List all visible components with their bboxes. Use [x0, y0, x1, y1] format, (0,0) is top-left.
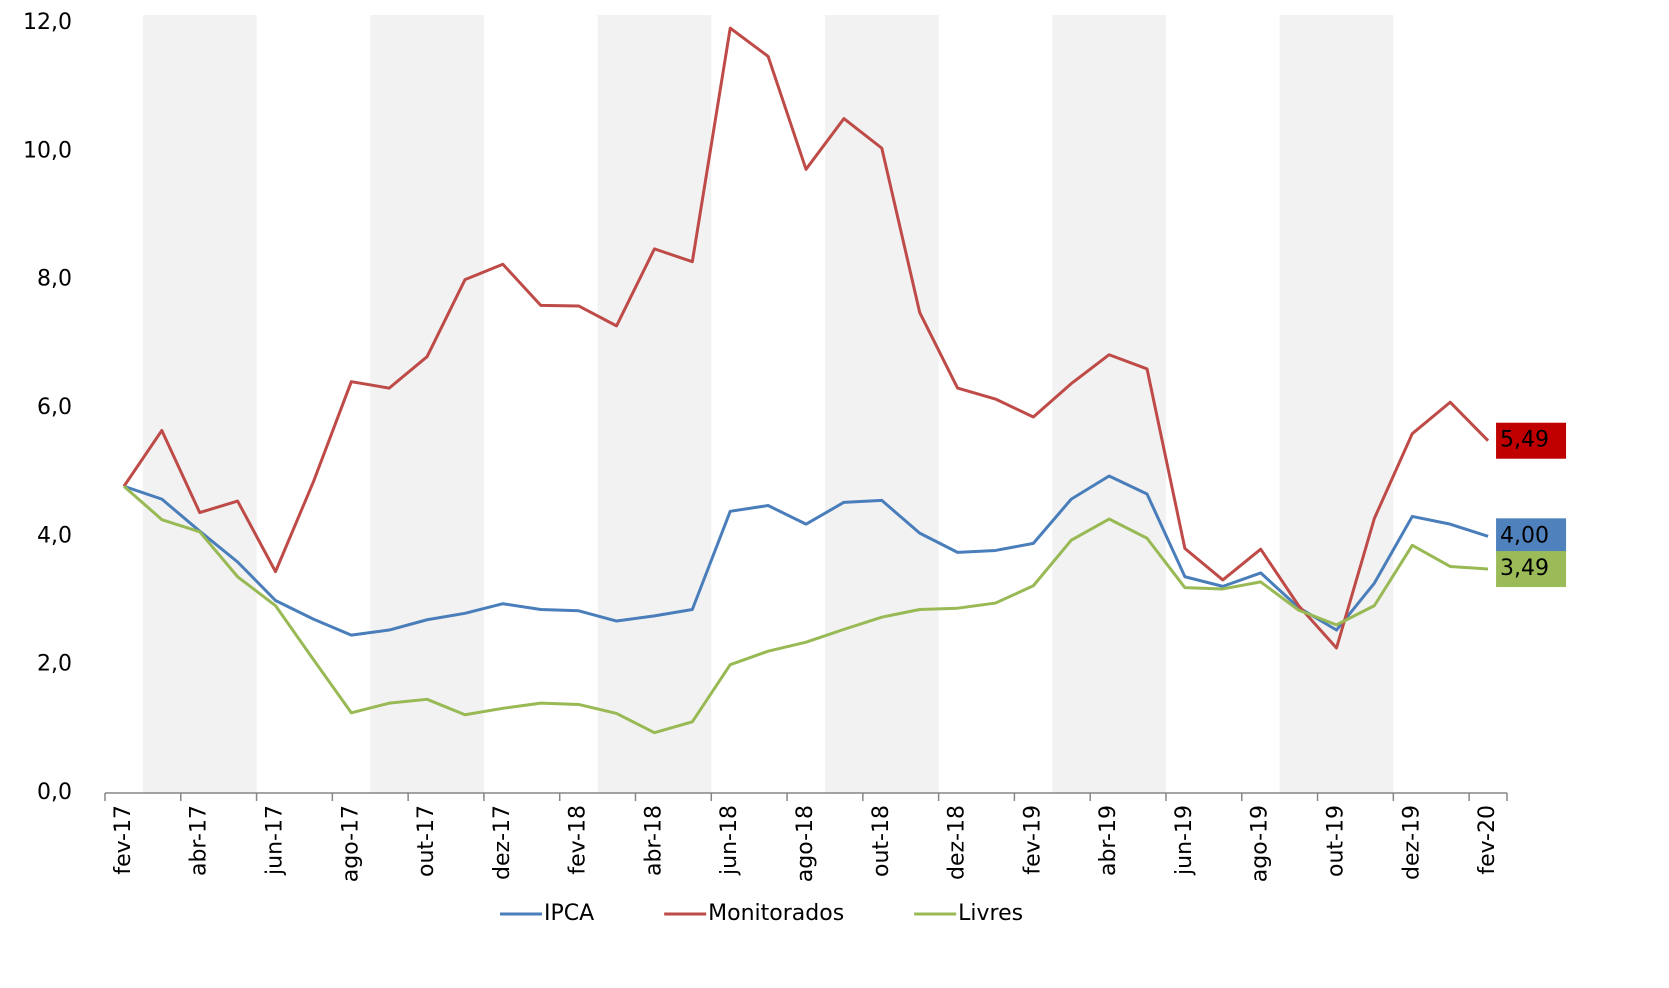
- x-tick-label: fev-20: [1475, 805, 1500, 875]
- end-label-box: [1496, 518, 1567, 555]
- x-tick-label: abr-19: [1096, 805, 1121, 876]
- end-label-box: [1496, 551, 1567, 588]
- x-tick-label: dez-19: [1399, 805, 1424, 880]
- shade-band: [370, 15, 484, 793]
- x-tick-label: dez-18: [945, 805, 970, 880]
- y-tick-label: 12,0: [23, 10, 72, 35]
- x-tick-label: ago-19: [1248, 805, 1273, 882]
- shade-band: [142, 15, 257, 793]
- shade-band: [1052, 15, 1166, 793]
- shade-band: [1279, 15, 1394, 793]
- x-tick-label: out-17: [414, 805, 439, 877]
- x-tick-label: dez-17: [490, 805, 515, 880]
- y-tick-label: 2,0: [37, 652, 72, 677]
- x-tick-label: fev-19: [1020, 805, 1045, 875]
- end-label: 4,00: [1500, 523, 1549, 548]
- x-tick-label: jun-18: [717, 805, 742, 876]
- x-tick-label: abr-18: [641, 805, 666, 876]
- shade-band: [597, 15, 712, 793]
- y-tick-label: 4,0: [37, 523, 72, 548]
- legend-label: Livres: [958, 901, 1023, 926]
- x-tick-label: fev-17: [111, 805, 136, 875]
- series-line: [123, 474, 1489, 637]
- shade-band: [824, 15, 939, 793]
- x-tick-label: out-18: [869, 805, 894, 877]
- y-tick-label: 6,0: [37, 395, 72, 420]
- x-tick-label: jun-17: [263, 805, 288, 876]
- series-line: [122, 26, 1490, 650]
- y-tick-label: 0,0: [37, 780, 72, 805]
- x-tick-label: abr-17: [187, 805, 212, 876]
- end-label: 5,49: [1500, 428, 1549, 453]
- x-tick-label: ago-18: [793, 805, 818, 882]
- x-tick-label: fev-18: [566, 805, 591, 875]
- series-line: [122, 485, 1489, 735]
- legend-label: Monitorados: [708, 901, 844, 926]
- y-tick-label: 8,0: [37, 267, 72, 292]
- x-tick-label: jun-19: [1172, 805, 1197, 876]
- legend-label: IPCA: [544, 901, 594, 926]
- end-label: 3,49: [1500, 556, 1549, 581]
- x-tick-label: ago-17: [338, 805, 363, 882]
- y-tick-label: 10,0: [23, 138, 72, 163]
- x-tick-label: out-19: [1323, 805, 1348, 877]
- end-label-box: [1496, 422, 1567, 459]
